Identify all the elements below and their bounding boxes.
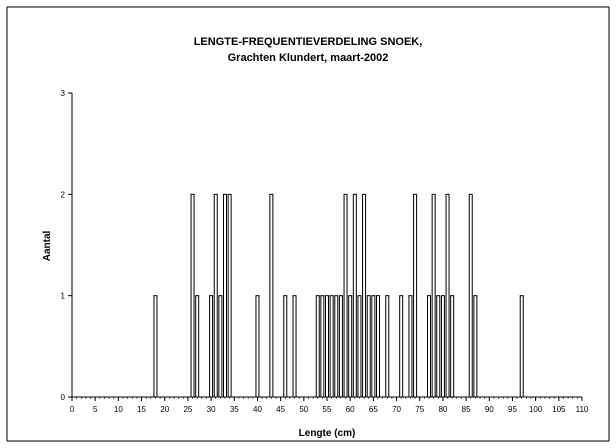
bar-79 bbox=[436, 295, 441, 398]
x-tick-label: 15 bbox=[137, 405, 146, 414]
bar-33 bbox=[223, 193, 227, 398]
bar-82 bbox=[450, 295, 455, 398]
bar-40 bbox=[255, 295, 260, 398]
bar-97 bbox=[519, 295, 524, 398]
bar-60 bbox=[348, 295, 353, 398]
x-tick-label: 65 bbox=[369, 405, 378, 414]
bar-81 bbox=[445, 193, 450, 398]
bar-57 bbox=[334, 295, 339, 398]
bar-54 bbox=[320, 295, 325, 398]
bar-80 bbox=[440, 295, 445, 398]
bar-68 bbox=[385, 295, 390, 398]
x-tick-label: 85 bbox=[462, 405, 471, 414]
x-tick-label: 20 bbox=[160, 405, 169, 414]
x-tick-label: 110 bbox=[576, 405, 589, 414]
x-tick-label: 90 bbox=[485, 405, 494, 414]
bar-30 bbox=[209, 295, 214, 398]
x-tick-label: 30 bbox=[207, 405, 216, 414]
x-axis-label: Lengte (cm) bbox=[299, 428, 356, 439]
bar-27 bbox=[195, 295, 200, 398]
bar-46 bbox=[283, 295, 288, 398]
y-tick-label: 1 bbox=[61, 292, 66, 301]
x-tick-label: 45 bbox=[276, 405, 285, 414]
y-tick-label: 0 bbox=[61, 393, 66, 402]
bar-56 bbox=[329, 295, 334, 398]
x-tick-label: 0 bbox=[70, 405, 75, 414]
bar-73 bbox=[408, 295, 413, 398]
chart-subtitle: Grachten Klundert, maart-2002 bbox=[228, 52, 389, 64]
x-tick-label: 95 bbox=[508, 405, 517, 414]
x-tick-label: 70 bbox=[392, 405, 401, 414]
chart-area-border bbox=[6, 6, 610, 442]
x-tick-label: 100 bbox=[529, 405, 543, 414]
bar-59 bbox=[343, 193, 348, 398]
bar-32 bbox=[218, 295, 223, 398]
bar-63 bbox=[362, 193, 367, 398]
bar-31 bbox=[213, 193, 218, 398]
bars-group bbox=[153, 193, 524, 398]
bar-58 bbox=[338, 295, 343, 398]
x-tick-label: 75 bbox=[415, 405, 424, 414]
bar-34 bbox=[227, 193, 232, 398]
bar-71 bbox=[399, 295, 404, 398]
bar-43 bbox=[269, 193, 274, 398]
x-tick-label: 25 bbox=[183, 405, 192, 414]
x-tick-label: 50 bbox=[299, 405, 308, 414]
x-tick-label: 80 bbox=[438, 405, 447, 414]
bar-26 bbox=[190, 193, 195, 398]
bar-66 bbox=[376, 295, 380, 398]
bar-64 bbox=[366, 295, 371, 398]
bar-62 bbox=[357, 295, 362, 398]
x-tick-label: 10 bbox=[114, 405, 123, 414]
y-tick-label: 3 bbox=[61, 89, 66, 98]
bar-55 bbox=[325, 295, 329, 398]
chart-title: LENGTE-FREQUENTIEVERDELING SNOEK, bbox=[194, 36, 423, 48]
bar-53 bbox=[315, 295, 320, 398]
y-axis-label: Aantal bbox=[42, 230, 53, 261]
y-tick-label: 2 bbox=[61, 190, 66, 199]
bar-86 bbox=[468, 193, 473, 398]
bar-65 bbox=[371, 295, 376, 398]
bar-48 bbox=[292, 295, 297, 398]
x-tick-label: 5 bbox=[93, 405, 98, 414]
bar-74 bbox=[413, 193, 418, 398]
bar-87 bbox=[473, 295, 478, 398]
x-tick-label: 40 bbox=[253, 405, 262, 414]
x-tick-label: 35 bbox=[230, 405, 239, 414]
bar-78 bbox=[431, 193, 436, 398]
x-tick-label: 55 bbox=[323, 405, 332, 414]
bar-18 bbox=[153, 295, 158, 398]
bar-61 bbox=[352, 193, 357, 398]
x-tick-label: 105 bbox=[552, 405, 566, 414]
x-tick-label: 60 bbox=[346, 405, 355, 414]
bar-77 bbox=[427, 295, 431, 398]
